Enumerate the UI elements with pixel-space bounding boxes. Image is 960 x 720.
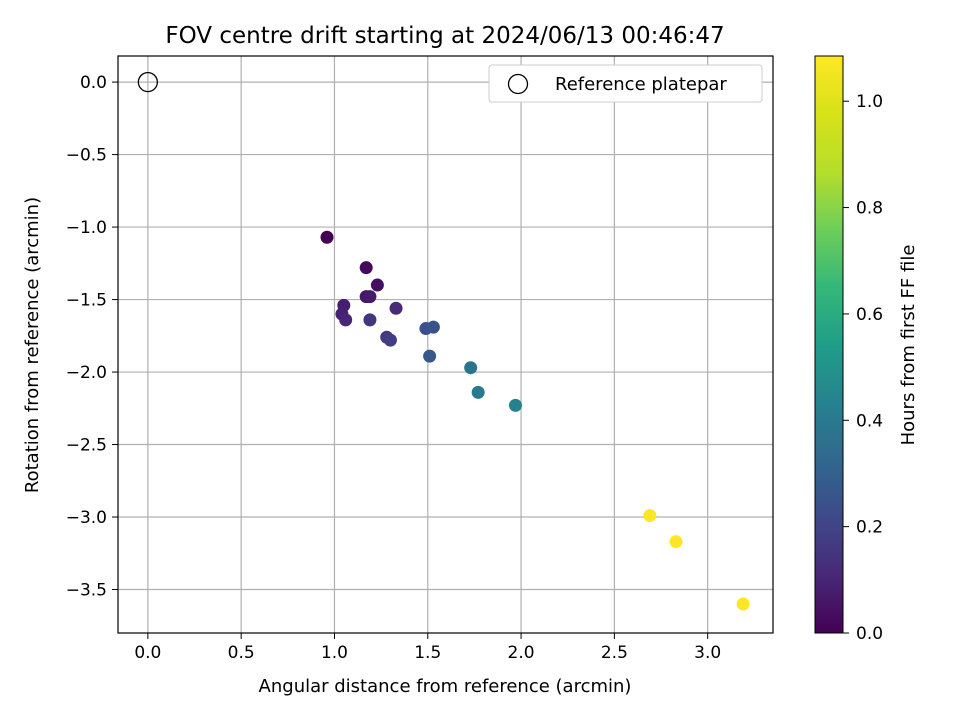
legend-box (488, 64, 763, 103)
x-axis-label: Angular distance from reference (arcmin) (259, 676, 632, 697)
colorbar: 0.0 0.2 0.4 0.6 0.8 1.0 Hours from first FF f… (814, 55, 919, 644)
scatter-point (389, 301, 403, 315)
colorbar-gradient (814, 55, 844, 634)
x-tick-label: 2.5 (601, 643, 628, 663)
scatter-point (464, 361, 478, 375)
grid (118, 56, 773, 633)
scatter-point (339, 313, 353, 327)
y-tick-label: −2.0 (66, 363, 107, 383)
y-tick-label: −3.0 (66, 508, 107, 528)
scatter-point (359, 261, 373, 275)
x-tick-label: 1.5 (414, 643, 441, 663)
scatter-points (137, 71, 750, 611)
colorbar-tick-label: 0.2 (856, 518, 883, 538)
scatter-point (423, 349, 437, 363)
y-tick-label: 0.0 (80, 73, 107, 93)
scatter-point (643, 509, 657, 523)
scatter-point (363, 290, 377, 304)
y-tick-label: −1.0 (66, 218, 107, 238)
scatter-point (669, 535, 683, 549)
y-axis-ticks: 0.0 −0.5 −1.0 −1.5 −2.0 −2.5 −3.0 −3.5 (66, 73, 118, 601)
y-tick-label: −3.5 (66, 581, 107, 601)
scatter-point (383, 333, 397, 347)
legend-label-reference: Reference platepar (555, 74, 727, 95)
y-tick-label: −2.5 (66, 436, 107, 456)
scatter-point (363, 313, 377, 327)
scatter-point (508, 398, 522, 412)
chart-title: FOV centre drift starting at 2024/06/13 … (165, 23, 724, 49)
colorbar-tick-label: 0.6 (856, 305, 883, 325)
x-tick-label: 3.0 (694, 643, 721, 663)
colorbar-label: Hours from first FF file (898, 245, 919, 446)
plot-frame (117, 55, 774, 634)
x-tick-label: 0.5 (228, 643, 255, 663)
scatter-point (426, 320, 440, 334)
colorbar-tick-label: 1.0 (856, 92, 883, 112)
scatter-point (736, 597, 750, 611)
y-tick-label: −1.5 (66, 291, 107, 311)
scatter-point (370, 278, 384, 292)
scatter-point (471, 385, 485, 399)
colorbar-ticks: 0.0 0.2 0.4 0.6 0.8 1.0 (843, 92, 883, 644)
y-axis-label: Rotation from reference (arcmin) (22, 197, 43, 493)
scatter-point (320, 230, 334, 244)
y-tick-label: −0.5 (66, 146, 107, 166)
legend-marker-reference (507, 73, 529, 95)
colorbar-tick-label: 0.4 (856, 411, 883, 431)
x-tick-label: 1.0 (321, 643, 348, 663)
colorbar-tick-label: 0.0 (856, 624, 883, 644)
legend: Reference platepar (488, 64, 763, 103)
reference-point-marker (137, 71, 159, 93)
colorbar-tick-label: 0.8 (856, 199, 883, 219)
x-axis-ticks: 0.0 0.5 1.0 1.5 2.0 2.5 3.0 (134, 633, 721, 663)
x-tick-label: 0.0 (134, 643, 161, 663)
x-tick-label: 2.0 (508, 643, 535, 663)
